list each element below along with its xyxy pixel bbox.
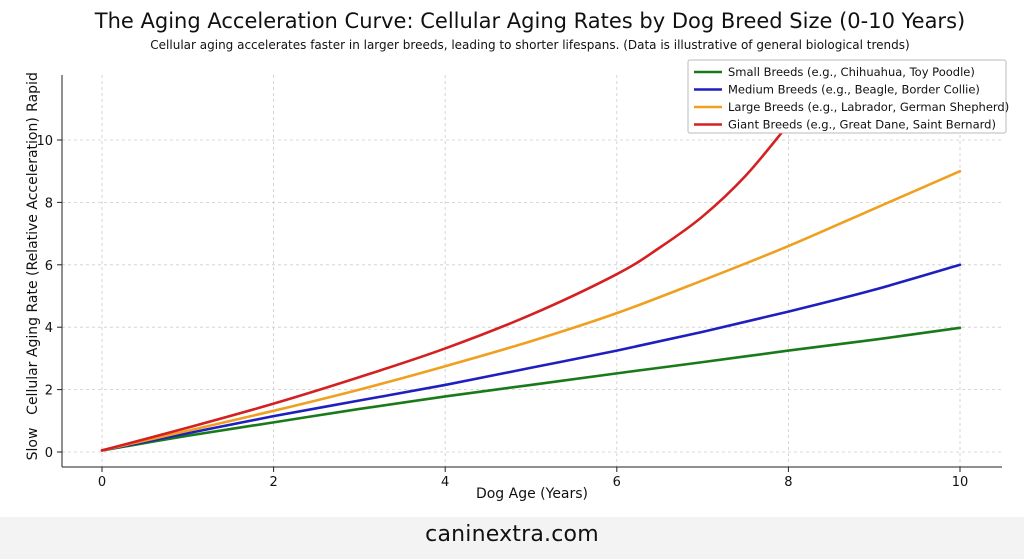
chart-title: The Aging Acceleration Curve: Cellular A…	[94, 9, 965, 33]
x-tick-label: 0	[98, 475, 106, 490]
medium-breeds-line	[100, 263, 962, 452]
legend-item-giant: Giant Breeds (e.g., Great Dane, Saint Be…	[694, 118, 996, 132]
y-axis-high-label: Rapid	[25, 72, 41, 112]
x-tick-label: 10	[952, 475, 969, 490]
large-breeds-line	[100, 169, 962, 452]
series-lines	[100, 123, 962, 452]
footer-site: caninextra.com	[425, 522, 599, 547]
legend-item-medium: Medium Breeds (e.g., Beagle, Border Coll…	[694, 83, 980, 97]
axis-ticks: 0 2 4 6 8 10 0 2 4 6 8 10	[36, 134, 968, 490]
legend-item-small: Small Breeds (e.g., Chihuahua, Toy Poodl…	[694, 65, 975, 79]
aging-chart: The Aging Acceleration Curve: Cellular A…	[25, 9, 1009, 502]
chart-subtitle: Cellular aging accelerates faster in lar…	[150, 38, 909, 52]
x-tick-label: 4	[441, 475, 449, 490]
footer-band	[0, 517, 1024, 559]
giant-breeds-line	[100, 123, 790, 452]
legend-label: Medium Breeds (e.g., Beagle, Border Coll…	[728, 83, 980, 97]
y-axis-low-label: Slow	[25, 428, 41, 461]
y-tick-label: 6	[45, 259, 53, 274]
y-tick-label: 4	[45, 321, 53, 336]
legend-label: Large Breeds (e.g., Labrador, German She…	[728, 100, 1009, 114]
small-breeds-line	[100, 326, 962, 452]
y-axis-label: Cellular Aging Rate (Relative Accelerati…	[25, 117, 41, 415]
x-tick-label: 8	[784, 475, 792, 490]
legend: Small Breeds (e.g., Chihuahua, Toy Poodl…	[687, 59, 1009, 134]
legend-item-large: Large Breeds (e.g., Labrador, German She…	[694, 100, 1009, 114]
grid	[62, 75, 1002, 467]
y-tick-label: 0	[45, 446, 53, 461]
x-tick-label: 6	[613, 475, 621, 490]
x-axis-label: Dog Age (Years)	[476, 486, 588, 502]
legend-label: Giant Breeds (e.g., Great Dane, Saint Be…	[728, 118, 996, 132]
legend-box	[687, 59, 1007, 134]
y-tick-label: 10	[36, 134, 53, 149]
y-tick-label: 2	[45, 384, 53, 399]
x-tick-label: 2	[269, 475, 277, 490]
legend-label: Small Breeds (e.g., Chihuahua, Toy Poodl…	[728, 65, 975, 79]
y-tick-label: 8	[45, 196, 53, 211]
